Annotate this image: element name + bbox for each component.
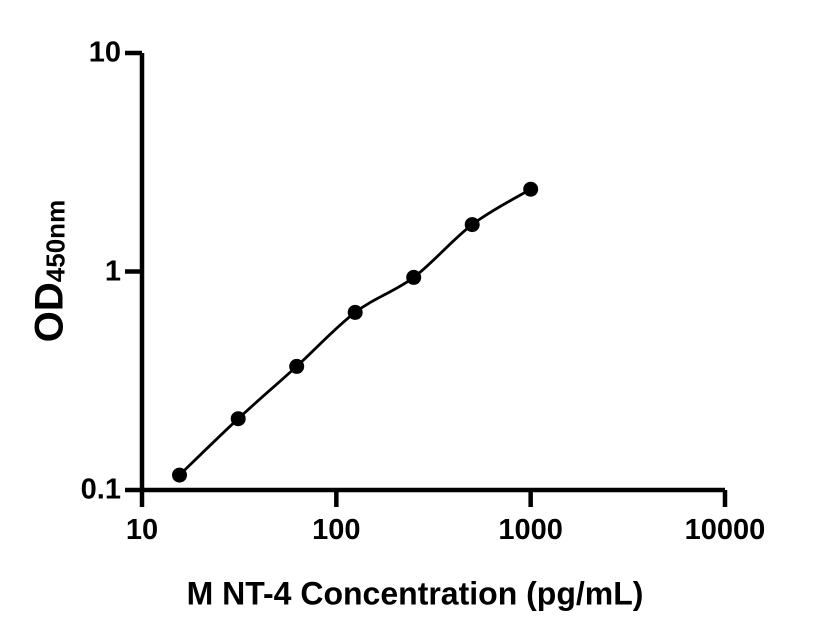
y-axis-title-subscript: 450nm bbox=[40, 199, 71, 283]
data-point-marker bbox=[172, 467, 187, 483]
y-tick-label-0.1: 0.1 bbox=[80, 473, 121, 506]
y-axis-title: OD450nm bbox=[28, 200, 73, 342]
data-point-marker bbox=[289, 358, 305, 374]
standard-curve-line bbox=[178, 188, 532, 477]
x-tick-label-10: 10 bbox=[125, 514, 159, 546]
data-point-marker bbox=[347, 304, 363, 320]
x-tick-label-10000: 10000 bbox=[684, 514, 766, 546]
x-tick-label-100: 100 bbox=[312, 514, 361, 546]
data-point-marker bbox=[406, 269, 422, 285]
axis-lines bbox=[139, 53, 725, 493]
y-tick-label-1: 1 bbox=[104, 255, 121, 287]
y-tick-label-10: 10 bbox=[88, 36, 121, 69]
data-point-marker bbox=[230, 411, 246, 427]
x-axis-title: M NT-4 Concentration (pg/mL) bbox=[186, 575, 644, 612]
data-point-marker bbox=[464, 217, 480, 233]
x-tick-label-1000: 1000 bbox=[498, 514, 563, 546]
y-axis-title-main: OD bbox=[27, 282, 72, 343]
data-point-marker bbox=[523, 181, 539, 197]
